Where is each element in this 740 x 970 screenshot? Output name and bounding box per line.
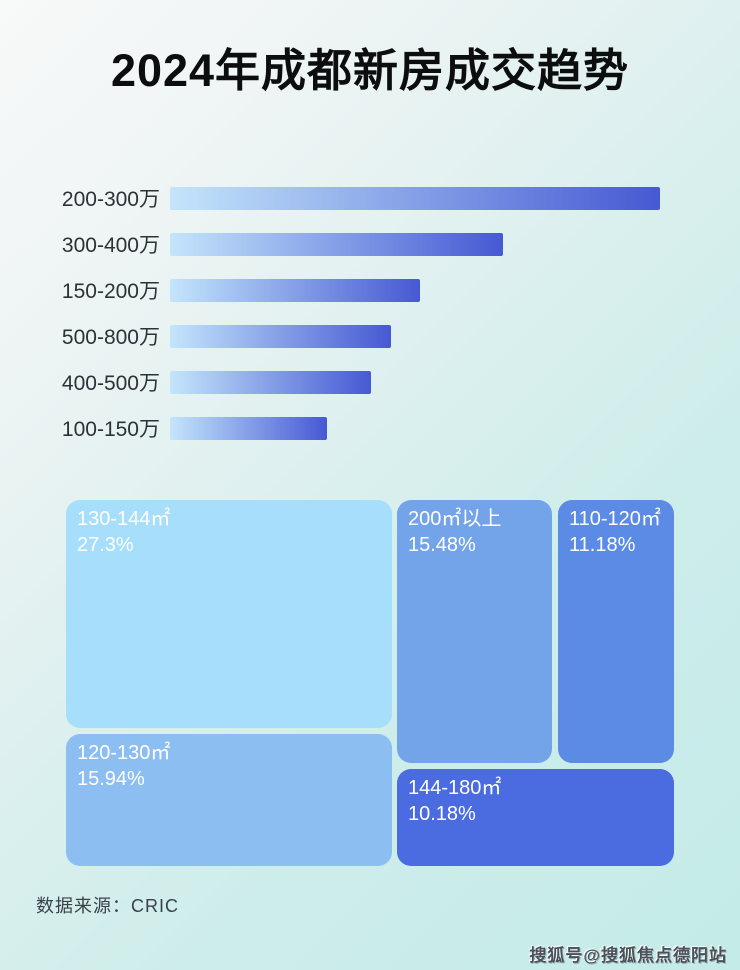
bar-track <box>170 324 660 348</box>
watermark-text: 搜狐号@搜狐焦点德阳站 <box>529 946 727 965</box>
bar-row: 300-400万 <box>0 221 740 267</box>
bar-track <box>170 416 660 440</box>
bar-row: 400-500万 <box>0 359 740 405</box>
treemap-tile-200-plus: 200㎡以上 15.48% <box>397 500 552 763</box>
bar-category-label: 300-400万 <box>61 234 160 257</box>
tile-label: 200㎡以上 <box>408 508 502 530</box>
tile-percent: 27.3% <box>77 534 134 556</box>
treemap-tile-110-120: 110-120㎡ 11.18% <box>558 500 674 763</box>
data-source-label: 数据来源：CRIC <box>36 896 179 916</box>
bar-track <box>170 232 660 256</box>
bar-row: 500-800万 <box>0 313 740 359</box>
bar-fill <box>170 232 503 256</box>
page-title: 2024年成都新房成交趋势 <box>110 45 630 96</box>
tile-label: 130-144㎡ <box>77 508 171 530</box>
bar-fill <box>170 278 420 302</box>
bar-category-label: 200-300万 <box>61 188 160 211</box>
bar-row: 100-150万 <box>0 405 740 451</box>
bar-row: 150-200万 <box>0 267 740 313</box>
bar-category-label: 400-500万 <box>61 372 160 395</box>
bar-fill <box>170 370 371 394</box>
treemap-tile-144-180: 144-180㎡ 10.18% <box>397 769 674 866</box>
area-size-treemap: 130-144㎡ 27.3% 120-130㎡ 15.94% 200㎡以上 15… <box>66 500 674 866</box>
tile-percent: 10.18% <box>408 803 476 825</box>
price-range-bar-chart: 200-300万 300-400万 150-200万 500-800万 400-… <box>0 175 740 451</box>
bar-fill <box>170 186 660 210</box>
bar-track <box>170 278 660 302</box>
tile-percent: 15.48% <box>408 534 476 556</box>
tile-percent: 11.18% <box>569 534 636 556</box>
tile-label: 110-120㎡ <box>569 508 661 530</box>
bar-track <box>170 186 660 210</box>
tile-percent: 15.94% <box>77 768 145 790</box>
treemap-tile-120-130: 120-130㎡ 15.94% <box>66 734 392 866</box>
bar-row: 200-300万 <box>0 175 740 221</box>
tile-label: 120-130㎡ <box>77 742 171 764</box>
bar-category-label: 150-200万 <box>61 280 160 303</box>
bar-category-label: 100-150万 <box>61 418 160 441</box>
bar-fill <box>170 416 327 440</box>
bar-fill <box>170 324 391 348</box>
treemap-tile-130-144: 130-144㎡ 27.3% <box>66 500 392 728</box>
bar-track <box>170 370 660 394</box>
tile-label: 144-180㎡ <box>408 777 502 799</box>
bar-category-label: 500-800万 <box>61 326 160 349</box>
